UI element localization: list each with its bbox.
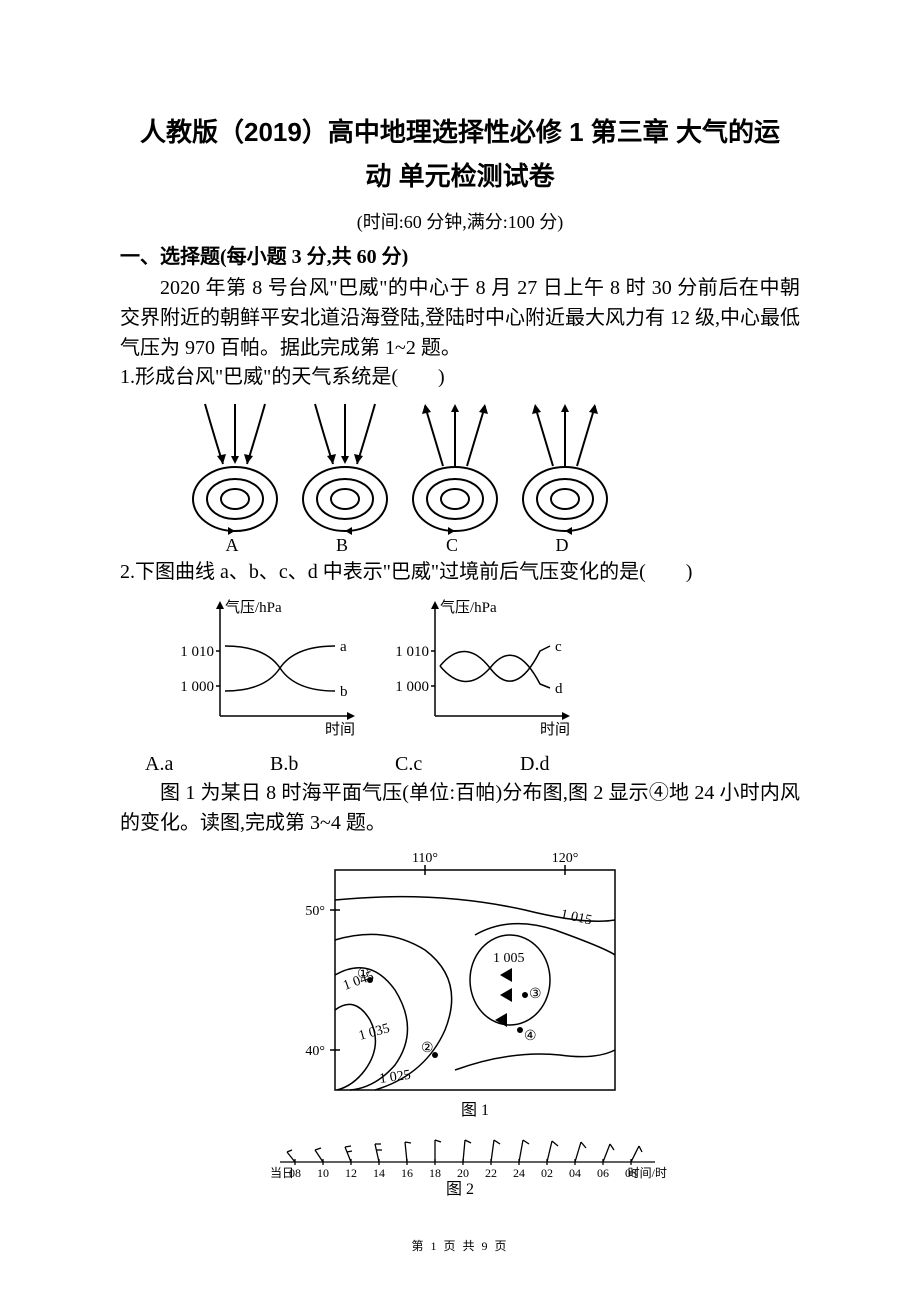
question-1-text: 1.形成台风"巴威"的天气系统是( ): [120, 363, 800, 392]
q1-label-b: B: [336, 535, 348, 555]
figure-1-map: 110° 120° 50° 40° 1 045 1 035 1 025 1 01…: [120, 840, 800, 1120]
wind-t2: 12: [345, 1166, 357, 1180]
question-2-text: 2.下图曲线 a、b、c、d 中表示"巴威"过境前后气压变化的是( ): [120, 558, 800, 587]
q2-left-ytick-0: 1 010: [180, 644, 214, 660]
figure-2-caption: 图 2: [446, 1181, 474, 1197]
wind-t5: 18: [429, 1166, 441, 1180]
q2-left-ylabel: 气压/hPa: [225, 599, 282, 616]
page-title-line1: 人教版（2019）高中地理选择性必修 1 第三章 大气的运: [120, 110, 800, 154]
wind-t11: 06: [597, 1166, 609, 1180]
q2-curve-a: a: [340, 639, 347, 655]
exam-time-info: (时间:60 分钟,满分:100 分): [120, 208, 800, 234]
wind-t4: 16: [401, 1166, 413, 1180]
map-pt-1: ①: [357, 967, 370, 982]
wind-t9: 02: [541, 1166, 553, 1180]
wind-t3: 14: [373, 1166, 385, 1180]
map-lat-1: 40°: [305, 1044, 325, 1059]
section-1-heading: 一、选择题(每小题 3 分,共 60 分): [120, 240, 800, 269]
q2-left-ytick-1: 1 000: [180, 679, 214, 695]
q2-curve-d: d: [555, 681, 563, 697]
page-footer: 第 1 页 共 9 页: [0, 1237, 920, 1254]
q2-answer-a: A.a: [145, 753, 265, 776]
q2-right-xlabel: 时间: [540, 721, 570, 738]
q2-right-ytick-1: 1 000: [395, 679, 429, 695]
map-pt-2: ②: [421, 1041, 434, 1056]
wind-xlabel: 时间/时: [628, 1166, 667, 1180]
map-iso-1: 1 035: [357, 1022, 391, 1045]
map-pt-4: ④: [524, 1029, 537, 1044]
wind-t7: 22: [485, 1166, 497, 1180]
q2-answer-b: B.b: [270, 753, 390, 776]
wind-t10: 04: [569, 1166, 581, 1180]
q2-left-xlabel: 时间: [325, 721, 355, 738]
page-title-line2: 动 单元检测试卷: [120, 154, 800, 198]
figure-2-wind: 当日 08 10 12 14 16 18 20 22 24 02 04 06 0…: [120, 1122, 800, 1197]
q2-curve-b: b: [340, 684, 348, 700]
q2-answer-c: C.c: [395, 753, 515, 776]
map-iso-2: 1 025: [378, 1068, 411, 1087]
map-iso-3: 1 015: [559, 908, 593, 929]
passage-1: 2020 年第 8 号台风"巴威"的中心于 8 月 27 日上午 8 时 30 …: [120, 273, 800, 363]
figure-1-caption: 图 1: [461, 1102, 489, 1119]
map-iso-4: 1 005: [493, 951, 525, 966]
map-lon-1: 120°: [552, 851, 579, 866]
wind-t6: 20: [457, 1166, 469, 1180]
q1-label-d: D: [556, 535, 569, 555]
question-2-figure: 气压/hPa 1 010 1 000 a b 时间: [160, 591, 800, 751]
question-1-figure: A B C D: [170, 396, 800, 556]
q2-right-ytick-0: 1 010: [395, 644, 429, 660]
map-lon-0: 110°: [412, 851, 438, 866]
wind-t0: 08: [289, 1166, 301, 1180]
passage-2: 图 1 为某日 8 时海平面气压(单位:百帕)分布图,图 2 显示④地 24 小…: [120, 778, 800, 838]
map-pt-3: ③: [529, 987, 542, 1002]
map-lat-0: 50°: [305, 904, 325, 919]
q1-label-a: A: [226, 535, 239, 555]
q2-answer-d: D.d: [520, 753, 640, 776]
q2-curve-c: c: [555, 639, 562, 655]
wind-t1: 10: [317, 1166, 329, 1180]
wind-t8: 24: [513, 1166, 525, 1180]
q1-label-c: C: [446, 535, 458, 555]
question-2-answers: A.a B.b C.c D.d: [120, 753, 800, 776]
q2-right-ylabel: 气压/hPa: [440, 599, 497, 616]
